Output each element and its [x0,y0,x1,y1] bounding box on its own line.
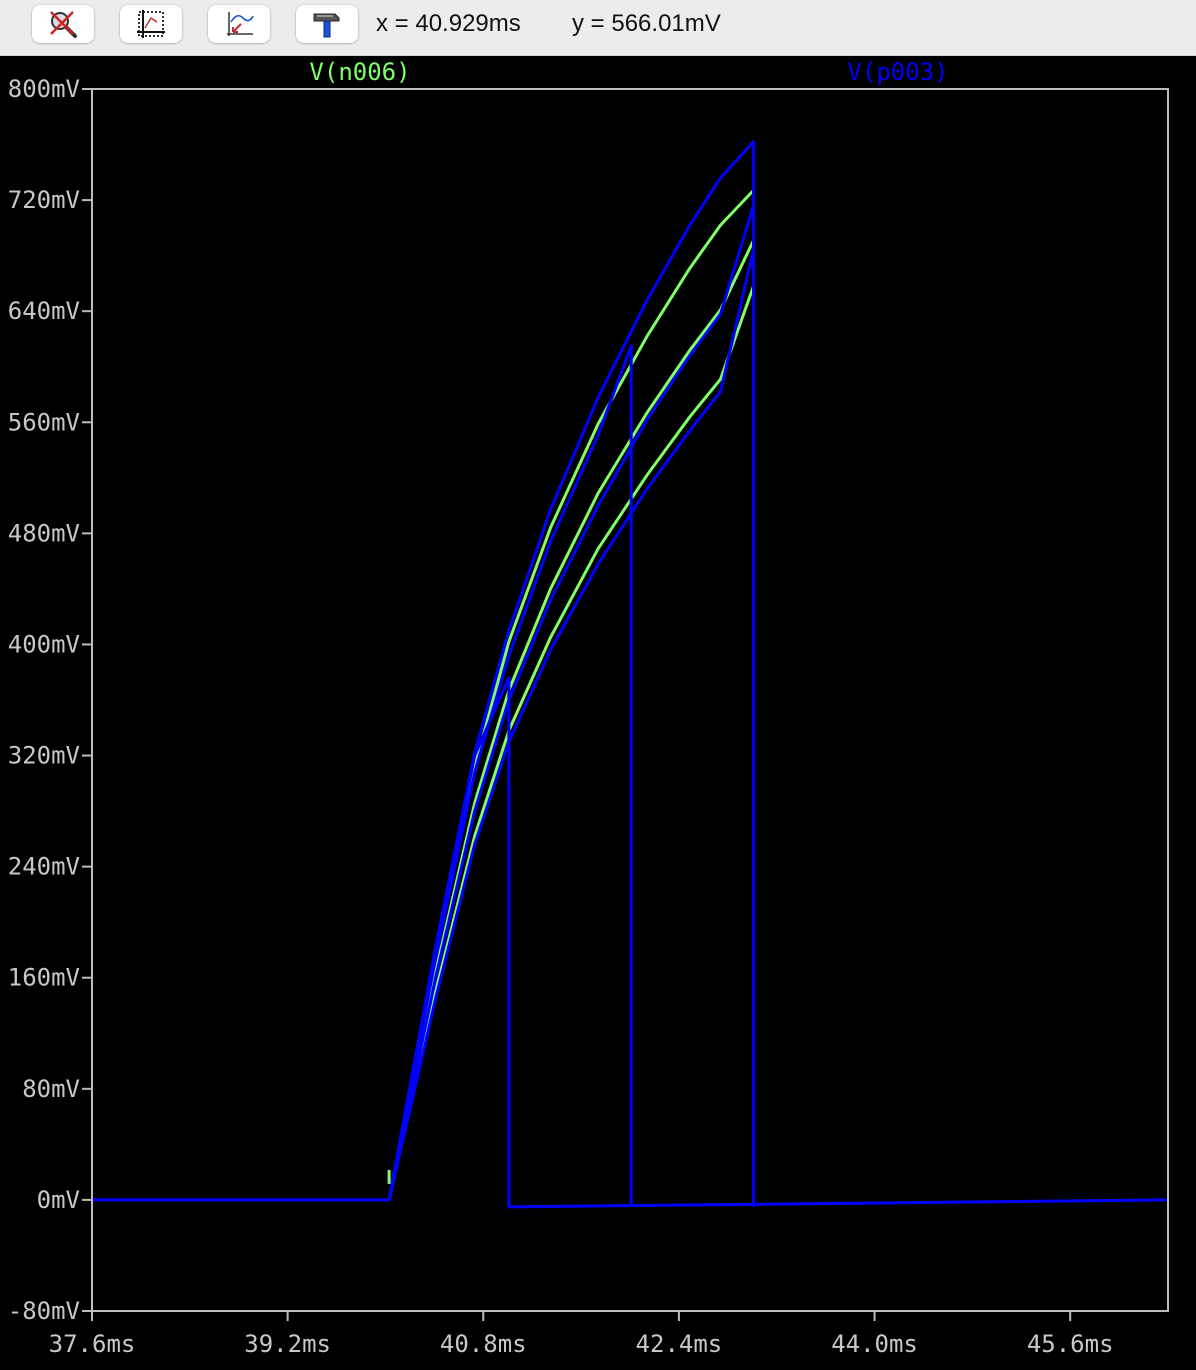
x-tick-label: 39.2ms [244,1330,331,1358]
x-tick-label: 44.0ms [831,1330,918,1358]
traces [92,140,1169,1209]
y-tick-label: 640mV [8,297,80,325]
x-tick-label: 37.6ms [49,1330,136,1358]
y-tick-label: 320mV [8,742,80,770]
y-tick-label: 160mV [8,964,80,992]
axes: 800mV 720mV 640mV 560mV 480mV 400mV 320mV 240mV… [8,75,1114,1358]
waveform-plot[interactable]: 800mV 720mV 640mV 560mV 480mV 400mV 320mV 240mV… [0,56,1196,1370]
series-v-p003-trace-7 [387,249,755,1201]
y-tick-label: 560mV [8,408,80,436]
series-v-p003-trace-6 [387,205,755,1201]
cursor-x-readout: x = 40.929ms [376,10,521,37]
series-v-p003-trace-5 [387,140,755,1207]
x-tick-label: 42.4ms [636,1330,723,1358]
legend-v-p003: V(p003) [847,58,948,86]
magnifier-cross-icon [50,11,77,38]
cursor-y-readout: y = 566.01mV [572,10,721,37]
legend: V(n006) V(p003) [309,58,948,86]
y-tick-label: 0mV [37,1186,80,1214]
legend-v-n006: V(n006) [309,58,410,86]
y-tick-label: 400mV [8,630,80,658]
hammer-icon [313,13,340,38]
x-tick-label: 45.6ms [1027,1330,1114,1358]
autorange-frame-icon [137,10,165,38]
y-tick-label: 240mV [8,853,80,881]
plot-frame [91,88,1169,1312]
zoom-cancel-button[interactable] [32,5,94,43]
y-tick-label: 80mV [22,1075,80,1103]
toolbar: x = 40.929ms y = 566.01mV [0,0,1196,56]
series-v-n006-trace-2 [387,285,755,1201]
x-tick-label: 40.8ms [440,1330,527,1358]
autorange-button[interactable] [120,5,182,43]
tools-button[interactable] [296,5,358,43]
y-tick-label: -80mV [8,1297,80,1325]
zoom-back-button[interactable] [208,5,270,43]
y-tick-label: 800mV [8,75,80,103]
zoom-back-arrow-icon [227,12,254,36]
y-tick-label: 480mV [8,519,80,547]
plot-background [0,56,1196,1370]
y-tick-label: 720mV [8,186,80,214]
series-v-n006-trace-1 [387,239,755,1201]
series-v-p003-trace-4 [387,344,633,1207]
